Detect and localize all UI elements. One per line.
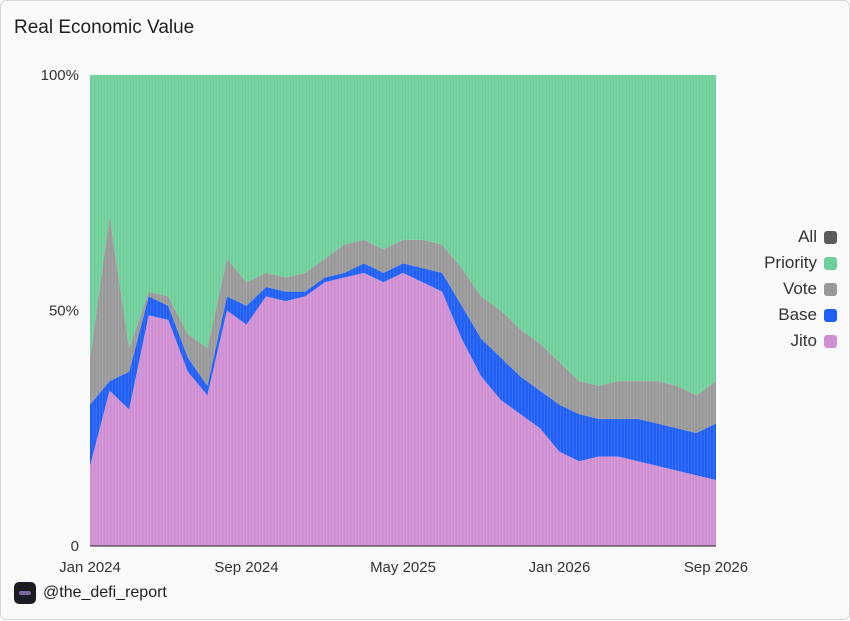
- legend-swatch-priority: [824, 256, 837, 270]
- x-tick-label: Jan 2024: [59, 559, 121, 576]
- legend-label-vote: Vote: [782, 279, 817, 298]
- series-layer: [90, 75, 716, 546]
- legend-item-vote[interactable]: Vote: [783, 279, 837, 299]
- x-tick-label: May 2025: [370, 559, 436, 576]
- legend-item-jito[interactable]: Jito: [791, 331, 837, 351]
- legend-swatch-jito: [824, 334, 837, 348]
- credit[interactable]: @the_defi_report: [14, 582, 167, 604]
- x-tick-label: Sep 2024: [214, 559, 278, 576]
- legend-label-jito: Jito: [790, 331, 817, 350]
- legend-swatch-base: [824, 308, 837, 322]
- legend-swatch-all: [824, 230, 837, 244]
- legend: All Priority Vote Base Jito: [764, 227, 837, 351]
- legend-label-base: Base: [778, 305, 817, 324]
- y-tick-label: 50%: [49, 303, 79, 320]
- series-area-base: [90, 263, 716, 481]
- report-logo-icon: [14, 582, 36, 604]
- x-tick-label: Sep 2026: [684, 559, 748, 576]
- legend-label-all: All: [798, 227, 817, 246]
- y-tick-label: 100%: [41, 67, 79, 84]
- bar-stripes: [92, 75, 715, 546]
- y-tick-label: 0: [71, 538, 79, 555]
- legend-label-priority: Priority: [764, 253, 817, 272]
- legend-swatch-vote: [824, 282, 837, 296]
- x-tick-label: Jan 2026: [529, 559, 591, 576]
- legend-item-base[interactable]: Base: [778, 305, 837, 325]
- credit-handle: @the_defi_report: [43, 584, 167, 601]
- series-area-jito: [90, 272, 716, 546]
- tick-layer: 0 50% 100% Jan 2024 Sep 2024 May 2025 Jan 2026…: [41, 67, 748, 576]
- series-area-priority: [90, 75, 716, 396]
- legend-item-all[interactable]: All: [798, 227, 837, 247]
- legend-item-priority[interactable]: Priority: [764, 253, 837, 273]
- series-area-vote: [90, 216, 716, 433]
- chart-title: Real Economic Value: [14, 17, 195, 38]
